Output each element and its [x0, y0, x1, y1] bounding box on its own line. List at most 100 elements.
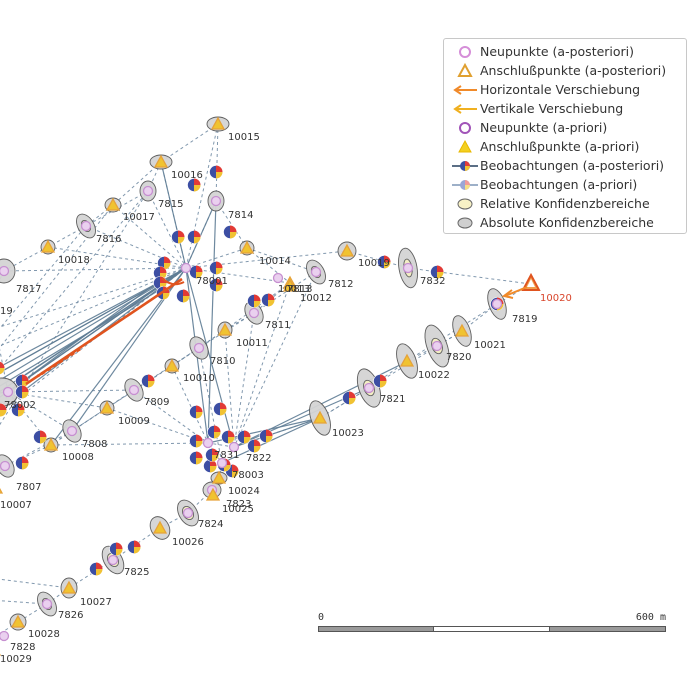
- observation-pie: [205, 448, 219, 462]
- legend-label: Vertikale Verschiebung: [480, 101, 624, 116]
- pie-slice-red: [244, 430, 251, 437]
- arrow-yellow-icon: [453, 103, 477, 114]
- pie-slice-red: [0, 361, 5, 368]
- observation-pie: [109, 542, 123, 556]
- pie-slice-red: [266, 429, 273, 436]
- observation-pie: [261, 293, 275, 307]
- observation-line-dashed: [246, 247, 317, 273]
- pie-slice-yellow: [178, 237, 185, 244]
- point-label: 10007: [0, 500, 32, 511]
- observation-line-solid: [207, 200, 217, 444]
- observation-line-dashed: [85, 225, 187, 269]
- control-point-marker: [211, 470, 227, 484]
- arrow-head: [501, 289, 514, 299]
- legend-label: Absolute Konfidenzbereiche: [480, 215, 654, 230]
- pie-slice-red: [96, 562, 103, 569]
- pie-slice-red: [216, 278, 223, 285]
- observation-line-solid: [0, 267, 187, 381]
- observation-pie: [89, 562, 103, 576]
- point-label: 10013: [278, 284, 310, 295]
- observation-pie: [209, 165, 223, 179]
- observation-line-dashed: [0, 267, 187, 328]
- control-point-marker: [61, 580, 77, 594]
- legend-label: Beobachtungen (a-posteriori): [480, 158, 665, 173]
- observation-pie: [223, 225, 237, 239]
- pie-slice-red: [40, 430, 47, 437]
- observation-line-dashed: [112, 204, 187, 269]
- displacement-arrows: [25, 277, 528, 386]
- pie-slice-red: [164, 256, 171, 263]
- new-point-marker: [193, 342, 205, 354]
- horizontal-shift-arrow: [504, 286, 528, 297]
- pie-slice-yellow: [380, 381, 387, 388]
- point-label: 10025: [222, 504, 254, 515]
- pie-slice-yellow: [116, 549, 123, 556]
- new-point-marker: [80, 220, 92, 232]
- point-label: 10008: [62, 452, 94, 463]
- pie-slice-yellow: [134, 547, 141, 554]
- point-label: 10012: [300, 293, 332, 304]
- legend-item: Absolute Konfidenzbereiche: [450, 213, 680, 232]
- circle-open-purple-icon: [459, 121, 471, 134]
- observation-pie: [176, 289, 190, 303]
- point-label: 7808: [82, 439, 107, 450]
- point-label: 7813: [287, 284, 312, 295]
- control-point-marker: [0, 487, 4, 494]
- pie-slice-yellow: [196, 441, 203, 448]
- new-point-marker: [41, 598, 53, 610]
- control-point-marker: [399, 353, 415, 367]
- observation-pie: [377, 255, 391, 269]
- horizontal-shift-arrow-dash: [37, 347, 81, 378]
- pie-slice-yellow: [196, 272, 203, 279]
- legend: Neupunkte (a-posteriori) Anschlußpunkte …: [443, 38, 687, 234]
- pie-slice-red: [196, 405, 203, 412]
- observation-line-solid: [0, 285, 167, 387]
- observation-pie: [189, 434, 203, 448]
- pie-slice-red: [254, 294, 261, 301]
- pie-slice-yellow: [268, 300, 275, 307]
- new-point-marker: [142, 185, 154, 197]
- legend-label: Anschlußpunkte (a-posteriori): [480, 63, 667, 78]
- observation-line-solid: [160, 161, 187, 269]
- observation-line-dashed: [224, 329, 235, 448]
- scale-start-label: 0: [318, 612, 325, 623]
- pie-slice-yellow: [148, 381, 155, 388]
- pie-slice-red: [230, 225, 237, 232]
- observation-line-dashed: [7, 391, 108, 409]
- point-label: 10009: [118, 416, 150, 427]
- observation-line-dashed: [233, 282, 291, 448]
- point-label: 78003: [232, 470, 264, 481]
- observation-pie: [430, 265, 444, 279]
- ellipse-grey-icon: [457, 217, 473, 228]
- observation-line-dashed: [160, 123, 219, 163]
- triangle-filled-yellow-icon: [458, 139, 472, 152]
- pie-slice-yellow: [228, 437, 235, 444]
- observation-pie: [209, 261, 223, 275]
- new-point-marker: [182, 507, 194, 519]
- point-label: 10021: [474, 340, 506, 351]
- pie-slice-red: [214, 425, 221, 432]
- point-label: 78002: [4, 400, 36, 411]
- new-point-marker: [0, 630, 10, 642]
- control-point-marker: [205, 487, 221, 501]
- observation-pie: [221, 430, 235, 444]
- legend-item: Beobachtungen (a-priori): [450, 175, 680, 194]
- point-label: 7831: [214, 450, 239, 461]
- pie-slice-yellow: [254, 446, 261, 453]
- pie-slice-red: [212, 448, 219, 455]
- pie-slice-red: [22, 385, 29, 392]
- observation-pie: [189, 265, 203, 279]
- point-label: 19: [0, 306, 13, 317]
- scale-segment: [318, 626, 434, 632]
- observation-pie: [15, 385, 29, 399]
- observation-line-dashed: [253, 271, 317, 314]
- observation-pie: [15, 456, 29, 470]
- ellipse-cream-icon: [457, 198, 473, 209]
- point-label: 7823: [226, 499, 251, 510]
- pie-slice-red: [254, 439, 261, 446]
- observation-pie: [189, 405, 203, 419]
- arrow-orange-icon: [453, 84, 477, 95]
- new-point-marker: [272, 272, 284, 284]
- point-label: 7809: [144, 397, 169, 408]
- legend-label: Neupunkte (a-priori): [480, 120, 608, 135]
